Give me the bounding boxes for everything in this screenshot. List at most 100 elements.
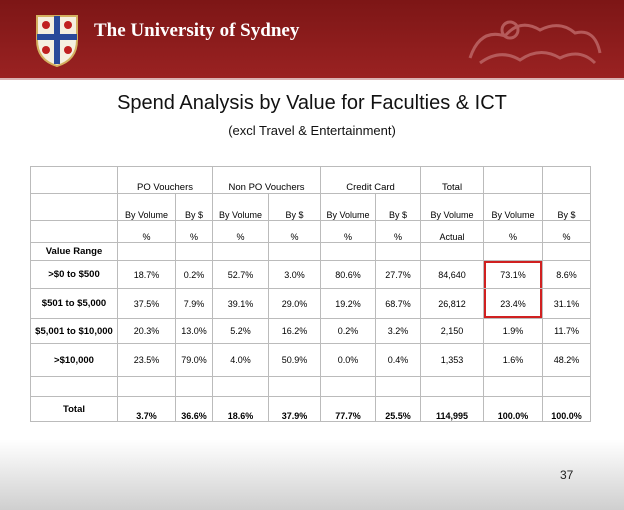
table-cell: Value Range xyxy=(30,242,118,261)
table-cell: 77.7% xyxy=(320,396,377,422)
empty-cell xyxy=(174,376,214,397)
table-cell: 1,353 xyxy=(420,343,485,377)
spacer-row xyxy=(30,376,592,397)
lion-decoration xyxy=(468,20,602,65)
table-cell: Total xyxy=(30,396,118,422)
empty-cell xyxy=(212,242,270,261)
table-cell: % xyxy=(212,220,270,243)
university-name: The University of Sydney xyxy=(94,20,300,41)
table-cell: 29.0% xyxy=(268,288,322,319)
table-cell: 68.7% xyxy=(375,288,422,319)
empty-cell xyxy=(375,376,422,397)
table-cell: % xyxy=(542,220,592,243)
empty-cell xyxy=(420,376,485,397)
table-cell: % xyxy=(320,220,377,243)
table-cell: 73.1% xyxy=(483,260,544,289)
table-cell: Total xyxy=(420,166,485,194)
empty-cell xyxy=(320,376,377,397)
table-cell: 80.6% xyxy=(320,260,377,289)
table-cell: $5,001 to $10,000 xyxy=(30,318,118,344)
table-cell: 1.9% xyxy=(483,318,544,344)
table-cell: 26,812 xyxy=(420,288,485,319)
empty-cell xyxy=(542,376,592,397)
table-cell: $501 to $5,000 xyxy=(30,288,118,319)
empty-cell xyxy=(483,376,544,397)
empty-cell xyxy=(30,166,118,194)
table-cell: 16.2% xyxy=(268,318,322,344)
unit-row: %%%%%% Actual%% xyxy=(30,220,592,243)
header-band xyxy=(0,0,624,80)
total-row: Total 3.7% 36.6% 18.6% 37.9% 77.7% 25.5% 114,99… xyxy=(30,396,592,422)
table-cell: By $ xyxy=(174,193,214,221)
table-cell: 19.2% xyxy=(320,288,377,319)
table-cell: >$10,000 xyxy=(30,343,118,377)
data-row: >$10,000 23.5% 79.0% 4.0% 50.9% 0.0% 0.4% 1,353… xyxy=(30,343,592,377)
table-cell: 84,640 xyxy=(420,260,485,289)
table-cell: 4.0% xyxy=(212,343,270,377)
table-cell: >$0 to $500 xyxy=(30,260,118,289)
table-cell: % xyxy=(117,220,176,243)
table-cell: 79.0% xyxy=(174,343,214,377)
table-cell: 48.2% xyxy=(542,343,592,377)
table-cell: 18.7% xyxy=(117,260,176,289)
table-cell: % xyxy=(174,220,214,243)
table-cell: By Volume xyxy=(117,193,176,221)
table-cell: 3.7% xyxy=(117,396,176,422)
table-cell: 0.2% xyxy=(320,318,377,344)
table-cell: 8.6% xyxy=(542,260,592,289)
table-cell: By $ xyxy=(268,193,322,221)
table-cell: 100.0% xyxy=(483,396,544,422)
table-cell: 114,995 xyxy=(420,396,485,422)
table-cell: 0.0% xyxy=(320,343,377,377)
table-cell: PO Vouchers xyxy=(116,166,214,194)
empty-cell xyxy=(268,242,322,261)
table-cell: 0.2% xyxy=(174,260,214,289)
group-row: PO Vouchers Non PO Vouchers Credit Card Tot… xyxy=(30,166,592,194)
footer-band xyxy=(0,440,624,510)
slide-title: Spend Analysis by Value for Faculties & … xyxy=(117,92,507,114)
empty-cell xyxy=(268,376,322,397)
table-cell: 0.4% xyxy=(375,343,422,377)
table-cell: By $ xyxy=(542,193,592,221)
empty-cell xyxy=(420,242,485,261)
empty-cell xyxy=(483,242,544,261)
empty-cell xyxy=(174,242,214,261)
table-cell: 3.0% xyxy=(268,260,322,289)
table-cell: 20.3% xyxy=(117,318,176,344)
crest xyxy=(36,15,78,68)
row-header-row: Value Range xyxy=(30,242,592,261)
table-cell: 25.5% xyxy=(375,396,422,422)
table-cell: 36.6% xyxy=(174,396,214,422)
table-cell: 37.5% xyxy=(117,288,176,319)
empty-cell xyxy=(212,376,270,397)
page-number: 37 xyxy=(560,468,574,482)
table-cell: 50.9% xyxy=(268,343,322,377)
table-cell: By $ xyxy=(375,193,422,221)
empty-cell xyxy=(30,220,118,243)
spend-table: PO Vouchers Non PO Vouchers Credit Card Tot… xyxy=(30,166,592,422)
table-cell: By Volume xyxy=(320,193,377,221)
table-cell: 1.6% xyxy=(483,343,544,377)
table-cell: % xyxy=(375,220,422,243)
table-cell: 39.1% xyxy=(212,288,270,319)
table-cell: By Volume xyxy=(483,193,544,221)
table-cell: 52.7% xyxy=(212,260,270,289)
table-cell: 23.5% xyxy=(117,343,176,377)
empty-cell xyxy=(375,242,422,261)
table-cell: 31.1% xyxy=(542,288,592,319)
table-cell: 3.2% xyxy=(375,318,422,344)
table-cell: 13.0% xyxy=(174,318,214,344)
data-row: $501 to $5,000 37.5% 7.9% 39.1% 29.0% 19.2% 68… xyxy=(30,288,592,319)
table-cell: Credit Card xyxy=(320,166,422,194)
table-cell: 7.9% xyxy=(174,288,214,319)
table-cell: 27.7% xyxy=(375,260,422,289)
table-cell: 37.9% xyxy=(268,396,322,422)
empty-cell xyxy=(117,242,176,261)
empty-cell xyxy=(542,242,592,261)
table-cell: Non PO Vouchers xyxy=(212,166,322,194)
table-cell: 18.6% xyxy=(212,396,270,422)
table-cell: By Volume xyxy=(212,193,270,221)
table-cell: Actual xyxy=(420,220,485,243)
empty-cell xyxy=(320,242,377,261)
